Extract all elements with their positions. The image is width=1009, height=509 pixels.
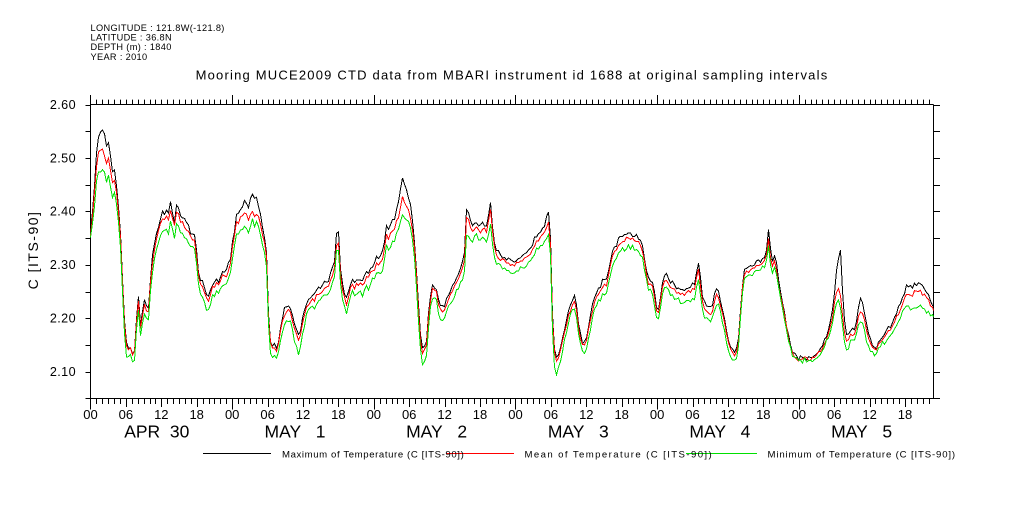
svg-text:06: 06 xyxy=(402,407,416,422)
svg-text:2.50: 2.50 xyxy=(50,151,76,165)
svg-text:DEPTH (m) : 1840: DEPTH (m) : 1840 xyxy=(91,42,172,52)
svg-text:2.30: 2.30 xyxy=(50,258,76,272)
svg-text:18: 18 xyxy=(756,407,770,422)
svg-text:Maximum of Temperature (C [ITS: Maximum of Temperature (C [ITS-90]) xyxy=(282,450,464,461)
svg-text:06: 06 xyxy=(260,407,274,422)
svg-text:18: 18 xyxy=(331,407,345,422)
svg-text:18: 18 xyxy=(614,407,628,422)
svg-text:06: 06 xyxy=(685,407,699,422)
svg-text:2.40: 2.40 xyxy=(50,205,76,219)
svg-text:LATITUDE : 36.8N: LATITUDE : 36.8N xyxy=(91,33,173,43)
svg-text:06: 06 xyxy=(119,407,133,422)
svg-text:APR 30: APR 30 xyxy=(124,422,189,442)
svg-text:00: 00 xyxy=(650,407,664,422)
svg-text:2.10: 2.10 xyxy=(50,365,76,379)
svg-text:YEAR : 2010: YEAR : 2010 xyxy=(91,52,148,62)
svg-text:2.60: 2.60 xyxy=(50,98,76,112)
svg-text:12: 12 xyxy=(437,407,451,422)
svg-text:MAY 4: MAY 4 xyxy=(689,422,750,442)
svg-text:MAY 3: MAY 3 xyxy=(548,422,609,442)
svg-text:00: 00 xyxy=(225,407,239,422)
svg-text:Mooring MUCE2009 CTD data from: Mooring MUCE2009 CTD data from MBARI ins… xyxy=(196,68,829,83)
svg-text:18: 18 xyxy=(189,407,203,422)
svg-text:00: 00 xyxy=(367,407,381,422)
svg-text:MAY 2: MAY 2 xyxy=(406,422,467,442)
svg-text:MAY 1: MAY 1 xyxy=(265,422,326,442)
svg-text:18: 18 xyxy=(898,407,912,422)
svg-text:Minimum of Temperature (C [ITS: Minimum of Temperature (C [ITS-90]) xyxy=(768,450,956,461)
svg-text:18: 18 xyxy=(473,407,487,422)
svg-text:C [ITS-90]: C [ITS-90] xyxy=(25,211,41,290)
svg-text:00: 00 xyxy=(83,407,97,422)
svg-text:Mean of Temperature (C [ITS-90: Mean of Temperature (C [ITS-90]) xyxy=(525,450,714,461)
svg-text:06: 06 xyxy=(544,407,558,422)
svg-text:LONGITUDE : 121.8W(-121.8): LONGITUDE : 121.8W(-121.8) xyxy=(91,23,225,33)
svg-text:00: 00 xyxy=(792,407,806,422)
svg-text:MAY 5: MAY 5 xyxy=(831,422,892,442)
svg-text:00: 00 xyxy=(508,407,522,422)
svg-text:06: 06 xyxy=(827,407,841,422)
svg-text:12: 12 xyxy=(721,407,735,422)
svg-text:12: 12 xyxy=(154,407,168,422)
svg-text:2.20: 2.20 xyxy=(50,312,76,326)
svg-text:12: 12 xyxy=(862,407,876,422)
svg-text:12: 12 xyxy=(579,407,593,422)
svg-text:12: 12 xyxy=(296,407,310,422)
